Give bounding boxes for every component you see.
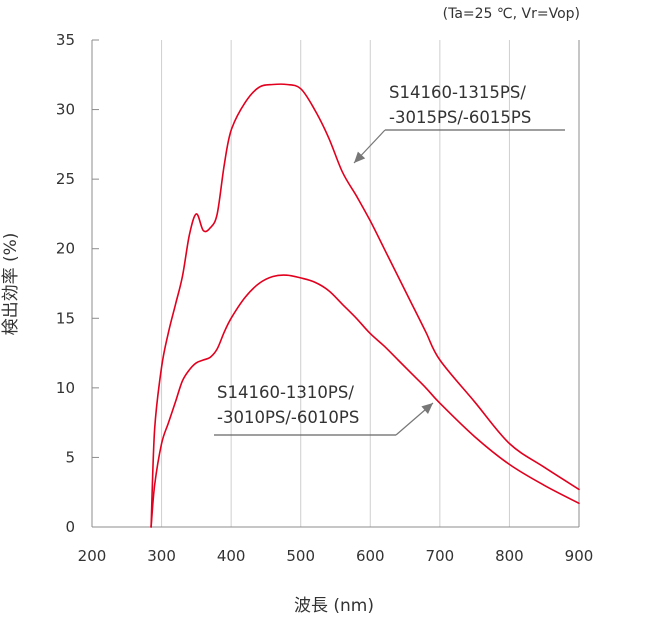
- measurement-condition: (Ta=25 ℃, Vr=Vop): [443, 6, 580, 22]
- y-tick-label: 5: [65, 448, 75, 466]
- series-lines: [150, 83, 580, 528]
- y-tick-label: 15: [56, 309, 75, 327]
- series-label-text: S14160-1315PS/: [389, 83, 526, 102]
- x-tick-label: 800: [495, 547, 524, 565]
- y-tick-label: 25: [56, 170, 75, 188]
- y-axis-title: 検出効率 (%): [1, 233, 21, 336]
- arrowhead-icon: [421, 403, 433, 414]
- axes: [91, 39, 580, 528]
- series-label-text: -3010PS/-6010PS: [217, 408, 359, 427]
- y-tick-label: 35: [56, 31, 75, 49]
- x-tick-label: 500: [286, 547, 315, 565]
- x-tick-label: 600: [356, 547, 385, 565]
- arrowhead-icon: [354, 151, 366, 163]
- y-tick-label: 0: [65, 518, 75, 536]
- series-label-text: S14160-1310PS/: [217, 383, 354, 402]
- x-tick-label: 200: [78, 547, 107, 565]
- series-label-text: -3015PS/-6015PS: [389, 108, 531, 127]
- x-tick-label: 400: [217, 547, 246, 565]
- x-tick-label: 700: [426, 547, 455, 565]
- y-tick-label: 10: [56, 379, 75, 397]
- series-line-1: [150, 83, 580, 528]
- x-tick-labels: 200 300 400 500 600 700 800 900: [78, 547, 594, 565]
- series-line-2: [150, 274, 580, 528]
- x-axis-title: 波長 (nm): [294, 596, 374, 616]
- y-tick-label: 30: [56, 101, 75, 119]
- series-labels: S14160-1315PS/ -3015PS/-6015PS S14160-1310…: [214, 83, 565, 436]
- x-tick-label: 900: [565, 547, 594, 565]
- y-tick-label: 20: [56, 240, 75, 258]
- x-tick-label: 300: [147, 547, 176, 565]
- y-tick-labels: 0 5 10 15 20 25 30 35: [56, 31, 75, 536]
